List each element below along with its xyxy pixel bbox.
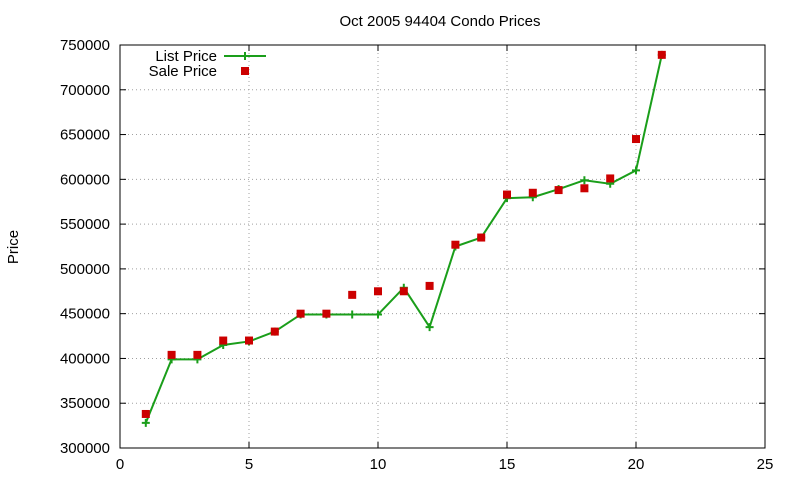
sale-price-point bbox=[503, 190, 511, 199]
x-tick-label: 20 bbox=[628, 456, 645, 473]
grid bbox=[120, 45, 765, 448]
legend-marker-sale-price bbox=[241, 67, 249, 75]
y-tick-label: 500000 bbox=[60, 261, 110, 278]
series-list-price bbox=[141, 50, 666, 427]
sale-price-point bbox=[606, 174, 615, 183]
sale-price-point bbox=[374, 287, 382, 296]
sale-price-point bbox=[425, 281, 434, 290]
chart-title: Oct 2005 94404 Condo Prices bbox=[340, 13, 541, 30]
x-tick-label: 5 bbox=[245, 456, 253, 473]
plot-frame bbox=[119, 44, 766, 449]
legend: List Price Sale Price bbox=[149, 48, 266, 80]
y-tick-label: 650000 bbox=[60, 127, 110, 144]
legend-marker-list-price bbox=[241, 52, 249, 60]
y-tick-label: 350000 bbox=[60, 395, 110, 412]
y-axis-label: Price bbox=[5, 230, 22, 264]
axis-ticks: 0 5 10 15 20 25 300000 350000 400000 450000 500000… bbox=[60, 37, 773, 473]
list-price-point bbox=[580, 176, 589, 185]
sale-price-point bbox=[451, 240, 460, 249]
sale-price-point bbox=[270, 327, 279, 336]
list-price-point bbox=[348, 310, 357, 319]
sale-price-point bbox=[348, 290, 357, 299]
sale-price-point bbox=[477, 233, 486, 242]
y-tick-label: 550000 bbox=[60, 216, 110, 233]
y-tick-label: 450000 bbox=[60, 306, 110, 323]
sale-price-point bbox=[657, 50, 666, 59]
x-tick-label: 15 bbox=[499, 456, 516, 473]
sale-price-point bbox=[245, 336, 253, 345]
series-sale-price bbox=[141, 50, 666, 418]
x-tick-label: 10 bbox=[370, 456, 387, 473]
list-price-point bbox=[141, 418, 150, 427]
sale-price-point bbox=[141, 409, 150, 418]
sale-price-point bbox=[554, 186, 563, 195]
y-tick-label: 750000 bbox=[60, 37, 110, 54]
list-price-point bbox=[374, 310, 382, 319]
sale-price-point bbox=[219, 336, 228, 345]
list-price-line bbox=[144, 54, 663, 424]
sale-price-point bbox=[528, 188, 537, 197]
y-tick-label: 600000 bbox=[60, 171, 110, 188]
x-tick-label: 25 bbox=[757, 456, 774, 473]
list-price-point bbox=[632, 166, 640, 175]
legend-label-list-price: List Price bbox=[155, 48, 217, 65]
y-tick-label: 400000 bbox=[60, 350, 110, 367]
list-price-point bbox=[425, 323, 434, 332]
legend-label-sale-price: Sale Price bbox=[149, 63, 217, 80]
sale-price-point bbox=[296, 309, 305, 318]
sale-price-point bbox=[322, 309, 331, 318]
y-tick-label: 700000 bbox=[60, 82, 110, 99]
sale-price-point bbox=[632, 135, 640, 144]
y-tick-label: 300000 bbox=[60, 440, 110, 457]
sale-price-point bbox=[193, 350, 202, 359]
sale-price-point bbox=[167, 350, 176, 359]
x-tick-label: 0 bbox=[116, 456, 124, 473]
sale-price-point bbox=[399, 287, 408, 296]
sale-price-point bbox=[580, 184, 589, 193]
